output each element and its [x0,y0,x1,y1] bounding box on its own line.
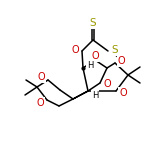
Text: O: O [119,88,127,98]
Text: O: O [71,45,79,55]
Text: O: O [104,79,112,89]
Text: S: S [111,45,118,55]
Polygon shape [73,91,88,99]
Text: H: H [87,60,93,69]
Text: H: H [92,90,98,100]
Text: S: S [90,18,96,28]
Text: O: O [36,98,44,108]
Text: O: O [37,72,45,82]
Text: O: O [118,56,126,66]
Text: O: O [91,51,99,61]
